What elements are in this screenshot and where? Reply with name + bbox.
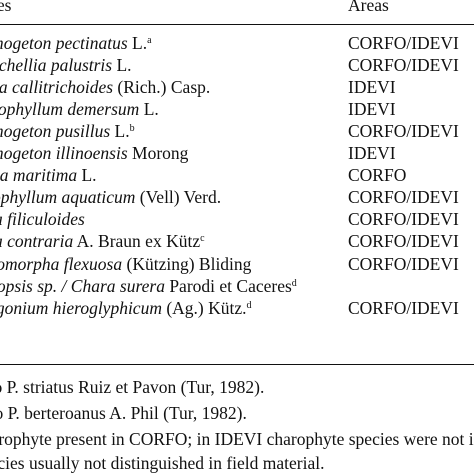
footnote-marker: a	[147, 34, 152, 46]
table-bottom-rule	[0, 364, 474, 365]
header-areas: Areas	[348, 0, 389, 16]
species-name: Myriophyllum aquaticum	[0, 187, 136, 207]
species-authority: L.	[112, 55, 132, 75]
footnote-line: d Species usually not distinguished in f…	[0, 453, 325, 473]
species-name: Elodea callitrichoides	[0, 77, 114, 97]
area-cell: CORFO/IDEVI	[348, 33, 459, 53]
species-cell: Oedogonium hieroglyphicum (Ag.) Kütz.d	[0, 297, 252, 319]
species-authority: Morong	[127, 143, 189, 163]
species-cell: Elodea callitrichoides (Rich.) Casp.	[0, 76, 210, 98]
area-cell: CORFO/IDEVI	[348, 121, 459, 141]
area-cell: IDEVI	[348, 99, 396, 119]
species-authority: L.	[139, 99, 159, 119]
area-cell: CORFO/IDEVI	[348, 187, 459, 207]
species-authority: L.	[77, 165, 97, 185]
area-cell: IDEVI	[348, 143, 396, 163]
footnote-marker: d	[291, 277, 297, 289]
species-name: Oedogonium hieroglyphicum	[0, 298, 162, 318]
footnote-marker: c	[200, 232, 205, 244]
species-name: Nitellopsis sp. / Chara surera	[0, 276, 165, 296]
species-authority: (Rich.) Casp.	[113, 77, 211, 97]
header-areas-label: Areas	[348, 0, 389, 15]
area-cell: CORFO	[348, 165, 407, 185]
species-name: Zannichellia palustris	[0, 55, 113, 75]
species-name: Potamogeton pusillus	[0, 121, 111, 141]
species-cell: Potamogeton illinoensis Morong	[0, 142, 188, 164]
header-species-label: Species	[0, 0, 12, 15]
species-authority: (Kützing) Bliding	[122, 254, 252, 274]
footnote-marker: b	[129, 122, 135, 134]
header-bottom-rule	[0, 24, 474, 25]
species-cell: Zannichellia palustris L.	[0, 54, 132, 76]
species-name: Azolla filiculoides	[0, 209, 85, 229]
area-cell: IDEVI	[348, 77, 396, 97]
area-cell: CORFO/IDEVI	[348, 209, 459, 229]
footnote-line: b Also P. berteroanus A. Phil (Tur, 1982…	[0, 403, 247, 423]
species-cell: Nitellopsis sp. / Chara surera Parodi et…	[0, 275, 297, 297]
species-cell: Enteromorpha flexuosa (Kützing) Bliding	[0, 253, 251, 275]
species-authority: L.	[110, 121, 130, 141]
species-cell: Myriophyllum aquaticum (Vell) Verd.	[0, 186, 221, 208]
species-authority: (Ag.) Kütz.	[161, 298, 247, 318]
species-name: Potamogeton illinoensis	[0, 143, 128, 163]
species-authority: A. Braun ex Kütz	[73, 231, 201, 251]
area-cell: CORFO/IDEVI	[348, 298, 459, 318]
species-name: Enteromorpha flexuosa	[0, 254, 123, 274]
area-cell: CORFO/IDEVI	[348, 231, 459, 251]
species-name: Potamogeton pectinatus	[0, 33, 128, 53]
species-name: Chara contraria	[0, 231, 74, 251]
area-cell: CORFO/IDEVI	[348, 254, 459, 274]
species-authority: Parodi et Caceres	[164, 276, 292, 296]
footnote-line: a Also P. striatus Ruiz et Pavon (Tur, 1…	[0, 377, 265, 397]
species-authority: L.	[127, 33, 148, 53]
footnote-marker: d	[246, 299, 252, 311]
species-name: Ruppia maritima	[0, 165, 78, 185]
footnote-line: c Charophyte present in CORFO; in IDEVI …	[0, 429, 474, 449]
species-authority: (Vell) Verd.	[135, 187, 222, 207]
species-cell: Chara contraria A. Braun ex Kützc	[0, 230, 205, 252]
header-species: Species	[0, 0, 11, 16]
species-name: Ceratophyllum demersum	[0, 99, 140, 119]
species-cell: Ruppia maritima L.	[0, 164, 97, 186]
species-cell: Potamogeton pectinatus L.a	[0, 32, 152, 54]
species-cell: Potamogeton pusillus L.b	[0, 120, 135, 142]
species-cell: Azolla filiculoides	[0, 208, 85, 230]
area-cell: CORFO/IDEVI	[348, 55, 459, 75]
species-cell: Ceratophyllum demersum L.	[0, 98, 159, 120]
